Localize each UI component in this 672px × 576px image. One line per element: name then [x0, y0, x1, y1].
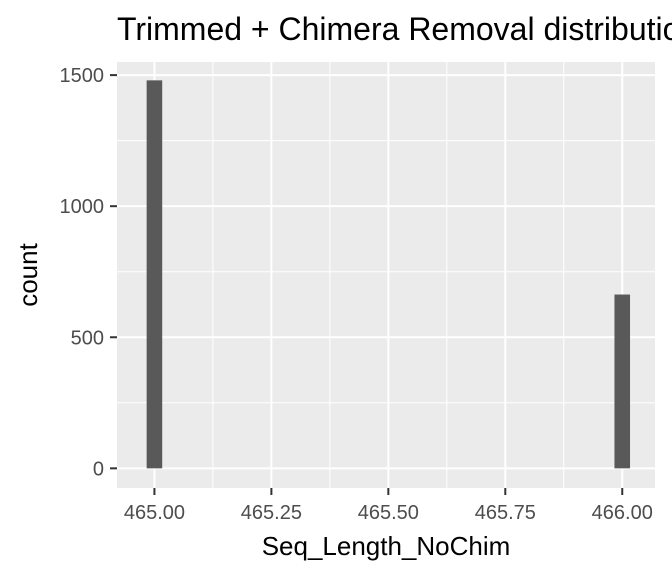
minor-gridlines-y	[117, 140, 655, 404]
y-axis-title: count	[13, 242, 43, 306]
histogram-bar	[614, 294, 631, 469]
minor-gridlines-x	[212, 62, 565, 488]
plot-panel	[117, 62, 655, 488]
x-tick-label: 465.00	[124, 502, 185, 524]
chart-title: Trimmed + Chimera Removal distribution	[117, 11, 672, 47]
y-axis-ticks: 0 500 1000 1500	[60, 65, 117, 480]
histogram-bars	[146, 80, 631, 469]
y-tick-label: 1000	[60, 196, 105, 218]
x-tick-label: 465.50	[358, 502, 419, 524]
y-tick-label: 1500	[60, 65, 105, 87]
y-tick-label: 0	[93, 458, 104, 480]
x-axis-title: Seq_Length_NoChim	[262, 531, 511, 561]
x-tick-label: 465.75	[475, 502, 536, 524]
x-axis-ticks: 465.00 465.25 465.50 465.75 466.00	[124, 488, 653, 524]
histogram-bar	[146, 80, 163, 469]
x-tick-label: 466.00	[592, 502, 653, 524]
y-tick-label: 500	[71, 327, 104, 349]
x-tick-label: 465.25	[241, 502, 302, 524]
major-gridlines-y	[117, 74, 655, 470]
